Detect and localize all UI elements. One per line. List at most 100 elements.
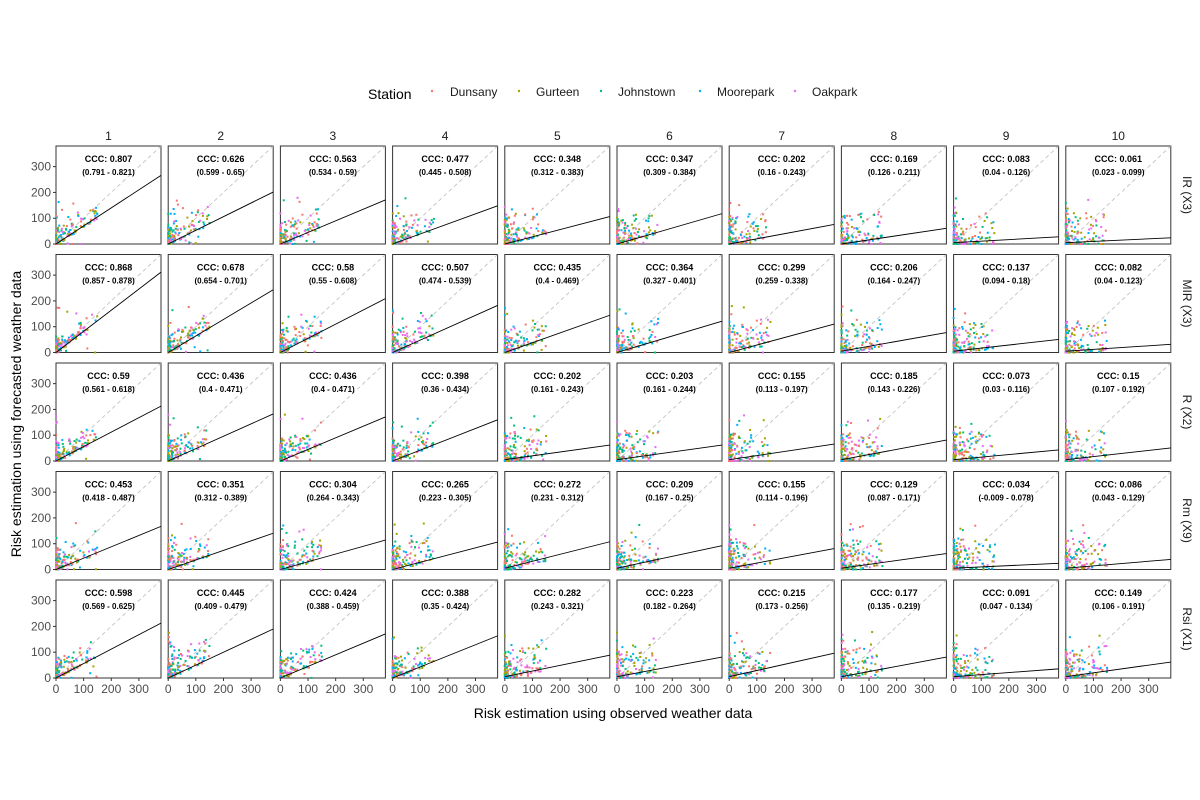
data-point [80,436,83,439]
data-point [295,342,298,345]
data-point [647,459,650,462]
data-point [953,350,956,353]
data-point [616,453,619,456]
data-point [63,339,66,342]
data-point [1088,228,1091,231]
data-point [991,347,994,350]
data-point [842,440,845,443]
data-point [93,219,96,222]
data-point [1102,432,1105,435]
ccc-interval-label: (0.55 - 0.608) [309,277,357,286]
data-point [69,339,72,342]
data-point [622,460,625,462]
data-point [631,447,634,450]
data-point [748,235,751,238]
data-point [954,342,957,345]
data-point [406,332,409,335]
data-point [844,339,847,342]
data-point [955,433,958,436]
data-point [415,213,418,216]
data-point [536,235,539,238]
data-point [1087,325,1090,328]
data-point [174,445,177,448]
data-point [860,452,863,455]
data-point [170,242,173,245]
data-point [291,224,294,227]
data-point [55,214,58,217]
data-point [1067,234,1070,237]
data-point [1076,454,1079,457]
data-point [392,330,395,333]
data-point [514,440,517,443]
data-point [1093,232,1096,235]
data-point [281,442,284,445]
data-point [961,458,964,461]
data-point [207,321,210,324]
data-point [415,231,418,234]
data-point [953,436,956,439]
data-point [867,419,870,422]
data-point [974,234,977,237]
data-point [953,344,956,347]
data-point [843,216,846,219]
data-point [281,243,284,245]
data-point [281,460,284,462]
data-point [955,342,958,345]
data-point [94,551,97,554]
data-point [1064,223,1067,226]
data-point [952,243,955,245]
data-point [311,325,314,328]
regression-line [55,175,162,245]
data-point [739,345,742,348]
data-point [730,231,733,234]
data-point [417,327,420,330]
data-point [868,436,871,439]
data-point [511,344,514,347]
data-point [55,338,58,341]
data-point [86,328,89,331]
data-point [399,241,402,244]
data-point [197,220,200,223]
data-point [1086,343,1089,346]
data-point [189,537,192,540]
data-point [636,441,639,444]
data-point [843,214,846,217]
data-point [279,232,282,235]
legend-key-dunsany [430,89,434,93]
data-point [616,338,619,341]
data-point [1077,344,1080,347]
regression-line [1065,237,1171,244]
data-point [616,335,619,338]
data-point [958,460,961,462]
data-point [417,448,420,451]
data-point [647,220,650,223]
data-point [55,560,58,563]
data-point [176,445,179,448]
data-point [632,337,635,340]
data-point [94,568,97,571]
data-point [391,340,394,343]
data-point [1074,450,1077,453]
data-point [524,452,527,455]
data-point [313,350,316,353]
data-point [625,446,628,449]
data-point [1065,454,1068,457]
data-point [57,459,60,462]
data-point [515,339,518,342]
data-point [743,235,746,238]
data-point [735,337,738,340]
data-point [56,338,59,341]
data-point [78,440,81,443]
data-point [1078,323,1081,326]
data-point [1068,452,1071,455]
data-point [542,458,545,461]
data-point [953,335,956,338]
data-point [1091,224,1094,227]
data-point [862,220,865,223]
facet-panel: CCC: 0.15(0.107 - 0.192)R (X2) [1064,362,1194,462]
data-point [416,224,419,227]
data-point [425,320,428,323]
data-point [74,231,77,234]
data-point [402,446,405,449]
